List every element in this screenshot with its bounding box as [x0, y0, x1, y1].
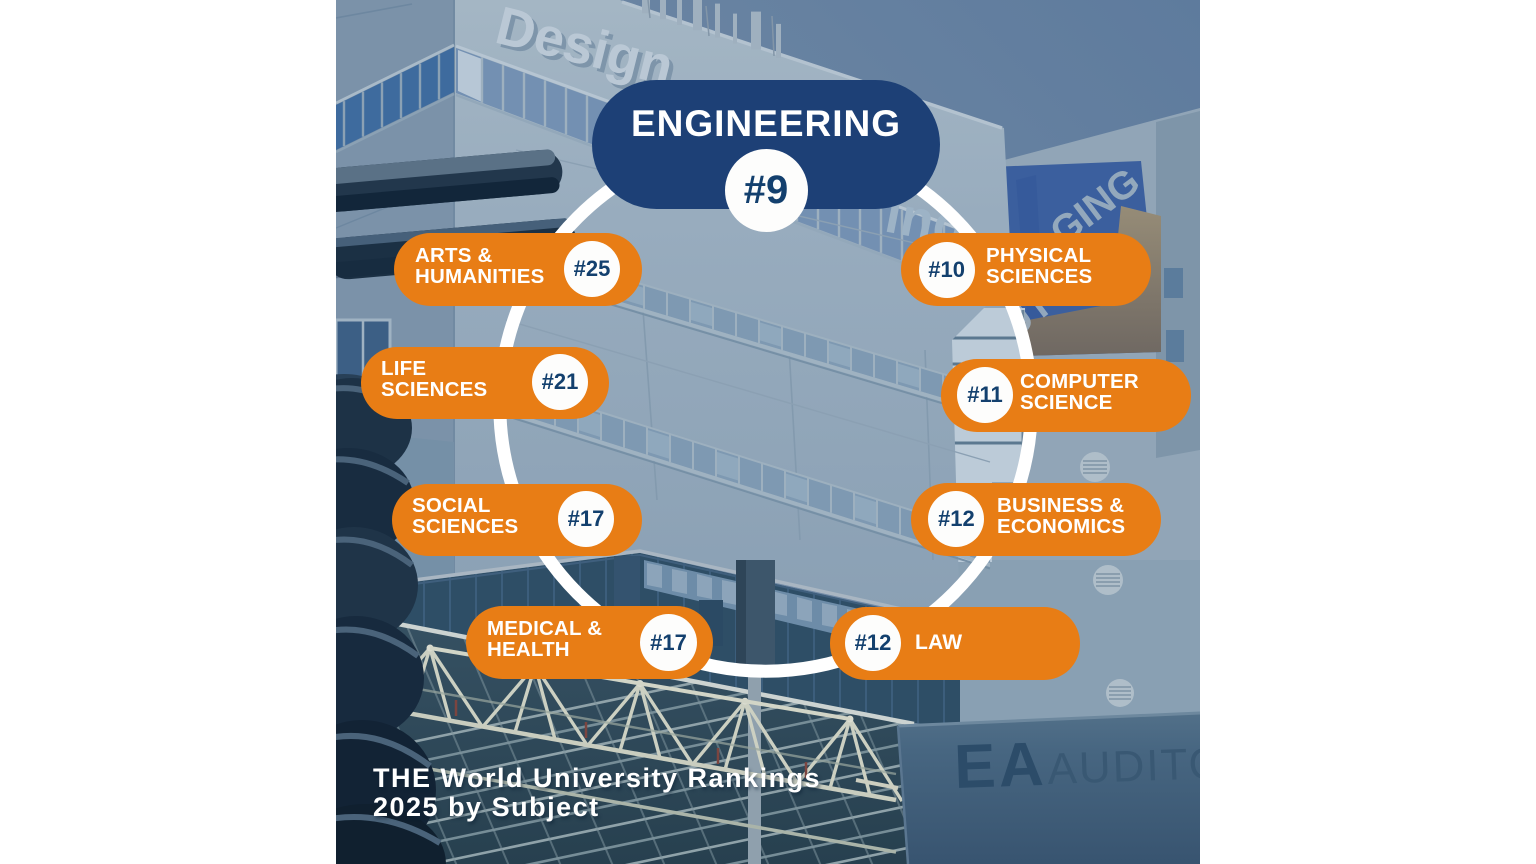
svg-text:AUDITOR: AUDITOR — [1047, 738, 1200, 794]
svg-text:EA: EA — [953, 730, 1047, 802]
